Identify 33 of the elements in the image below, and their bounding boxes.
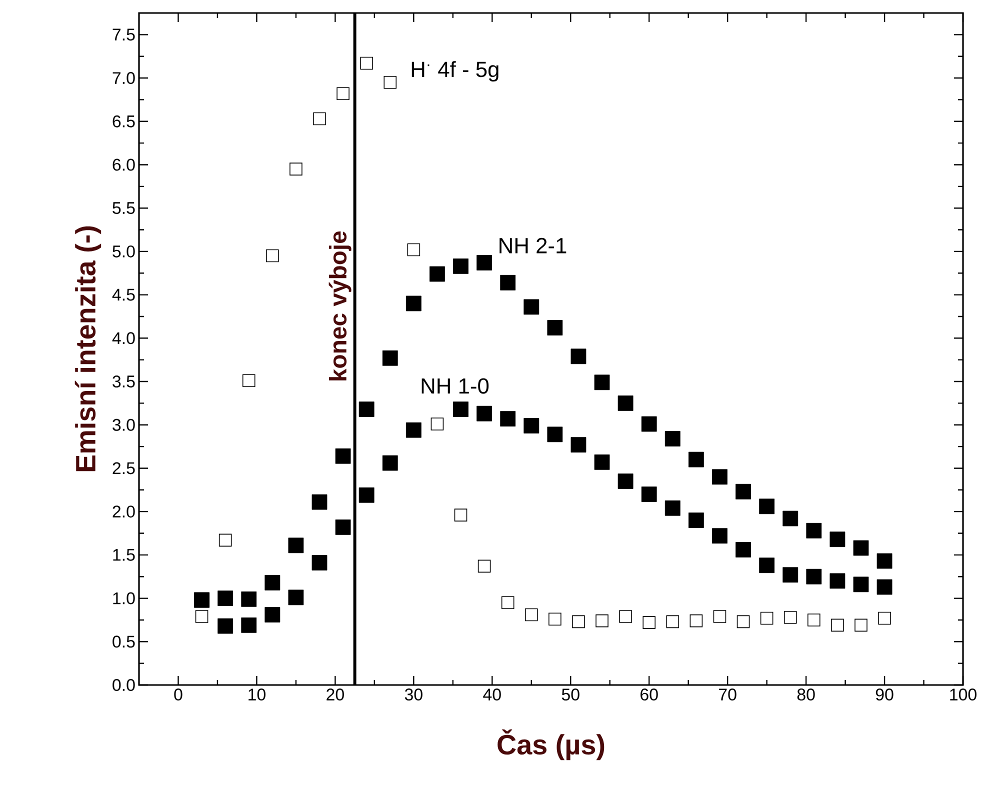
y-tick-label: 5.5 (112, 202, 135, 214)
y-tick-label: 0.5 (112, 636, 135, 648)
x-tick-label: 50 (562, 688, 580, 701)
y-tick-label: 3.0 (112, 418, 135, 431)
x-tick-label: 0 (174, 688, 182, 701)
y-tick-label: 0.0 (112, 679, 135, 691)
y-tick-label: 7.0 (112, 72, 135, 84)
y-tick-label: 5.0 (112, 245, 135, 258)
y-tick-label: 6.0 (112, 158, 135, 171)
x-tick-label: 30 (404, 688, 422, 701)
y-tick-label: 4.5 (112, 288, 135, 301)
x-tick-label: 60 (640, 688, 658, 701)
x-tick-label: 10 (248, 688, 266, 701)
y-tick-label: 2.5 (112, 462, 135, 474)
series-label: NH 1-0 (422, 378, 489, 394)
y-tick-label: 4.0 (112, 332, 135, 344)
y-tick-label: 2.0 (112, 506, 135, 518)
y-tick-label: 1.5 (113, 549, 135, 561)
x-tick-label: 90 (876, 688, 894, 701)
x-tick-label: 70 (719, 688, 736, 701)
y-axis-title: Emisní intenzita (-) (74, 226, 102, 472)
x-tick-label: 100 (950, 688, 976, 701)
x-tick-label: 80 (797, 688, 815, 701)
series-label: H$^{·}$ 4f - 5g (412, 61, 498, 82)
ref-line-label: konec výboje (328, 231, 352, 380)
x-tick-label: 20 (326, 688, 344, 701)
series-label: NH 2-1 (500, 238, 566, 254)
y-tick-label: 7.5 (112, 28, 135, 41)
x-axis-title: Čas (µs) (498, 729, 604, 760)
y-tick-label: 1.0 (113, 592, 135, 604)
x-tick-label: 40 (483, 688, 501, 701)
y-tick-label: 6.5 (112, 115, 135, 128)
y-tick-label: 3.5 (112, 376, 135, 388)
